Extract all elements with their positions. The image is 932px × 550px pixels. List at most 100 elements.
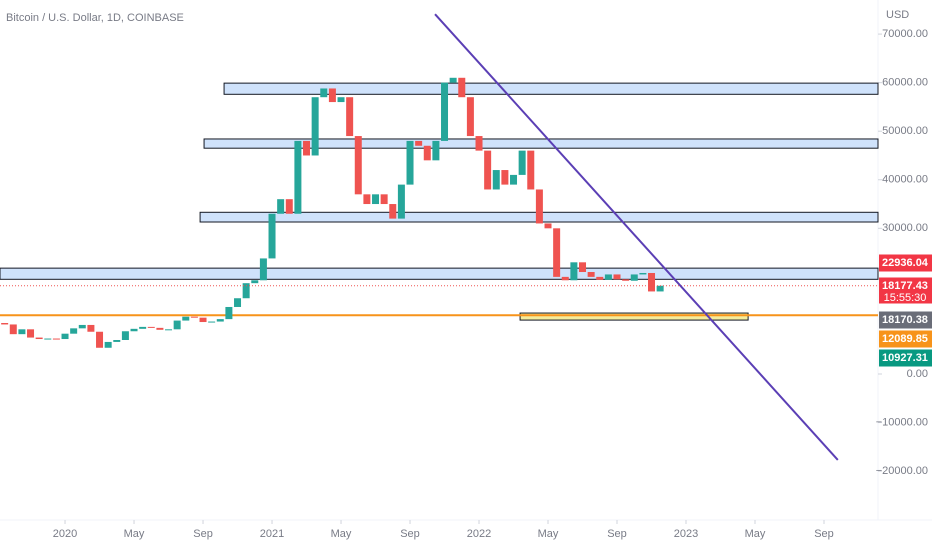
candle-body [518,150,526,175]
candle-body [87,324,95,332]
candle-body [147,326,155,328]
y-tick-label: 60000.00 [882,77,928,89]
candle-body [121,331,129,340]
price-tag [879,330,932,348]
candle-body [251,280,259,284]
candle-body [492,170,500,190]
candle-body [484,150,492,190]
candle-body [9,324,17,335]
candle-body [372,194,380,205]
price-tag-label: 10927.31 [882,352,928,364]
candle-body [294,140,302,214]
countdown: 15:55:30 [884,292,927,304]
price-tag [879,254,932,272]
candle-body [190,316,198,318]
chart-title: Bitcoin / U.S. Dollar, 1D, COINBASE [6,12,184,24]
candle-body [397,184,405,219]
candle-body [303,140,311,156]
candle-body [346,97,354,137]
candle-body [44,338,52,340]
zone [223,82,879,95]
candle-body [630,274,638,281]
candle-body [432,140,440,161]
candle-body [527,150,535,190]
candle-body [458,77,466,98]
candle-body [61,333,69,340]
candle-body [639,272,647,275]
x-tick-label: May [331,528,352,540]
price-tag-label: 22936.04 [882,257,929,269]
candle-body [389,204,397,219]
candle-body [423,145,431,161]
price-tag [879,349,932,367]
candle-body [587,272,595,277]
candle-body [449,77,457,83]
candle-body [535,189,543,224]
candle-body [225,306,233,320]
candle-body [1,323,9,325]
candle-body [27,329,35,338]
candle-body [441,82,449,141]
x-tick-label: Sep [193,528,213,540]
y-tick-label: 0.00 [907,368,928,380]
candle-body [242,283,250,299]
zone [519,312,749,321]
candle-body [199,317,207,323]
candle-body [285,199,293,214]
candle-body [234,298,242,307]
candle-body [156,327,164,330]
candle-body [622,279,630,281]
candle-body [70,328,78,334]
candle-body [139,326,147,329]
candle-body [113,339,121,342]
x-tick-label: Sep [814,528,834,540]
x-tick-label: Sep [607,528,627,540]
candle-body [337,97,345,103]
price-tag-label: 12089.85 [882,333,928,345]
x-tick-label: 2022 [467,528,491,540]
candle-body [579,262,587,273]
candle-body [570,262,578,281]
candle-body [466,97,474,137]
candle-body [363,194,371,205]
candle-body [380,194,388,205]
candle-body [561,276,569,281]
y-tick-label: −10000.00 [876,416,928,428]
candle-body [182,316,190,321]
zone [203,138,879,149]
x-tick-label: 2021 [260,528,284,540]
x-tick-label: 2023 [674,528,698,540]
y-tick-label: 50000.00 [882,125,928,137]
price-tag-label: 18170.38 [882,314,928,326]
candle-body [475,136,483,151]
candle-body [354,136,362,195]
candle-body [320,88,328,98]
candle-body [52,338,60,340]
x-tick-label: May [745,528,766,540]
trend-line [434,13,839,461]
y-tick-label: −20000.00 [876,465,928,477]
candle-body [648,272,656,292]
price-tag [879,277,932,304]
y-tick-label: 70000.00 [882,28,928,40]
candle-body [596,276,604,280]
y-tick-label: 40000.00 [882,174,928,186]
candle-body [96,331,104,348]
candle-body [328,88,336,103]
x-tick-label: Sep [400,528,420,540]
candle-body [604,274,612,280]
x-tick-label: 2020 [53,528,77,540]
candle-body [613,274,621,280]
candle-body [501,170,509,185]
candle-body [173,320,181,330]
y-tick-label: 30000.00 [882,222,928,234]
candle-body [216,319,224,322]
candle-body [104,341,112,348]
candle-body [277,199,285,214]
candle-body [18,329,26,335]
candle-body [656,285,664,292]
x-tick-label: May [538,528,559,540]
zone [0,267,879,280]
candle-body [544,223,552,229]
candle-body [259,258,267,281]
